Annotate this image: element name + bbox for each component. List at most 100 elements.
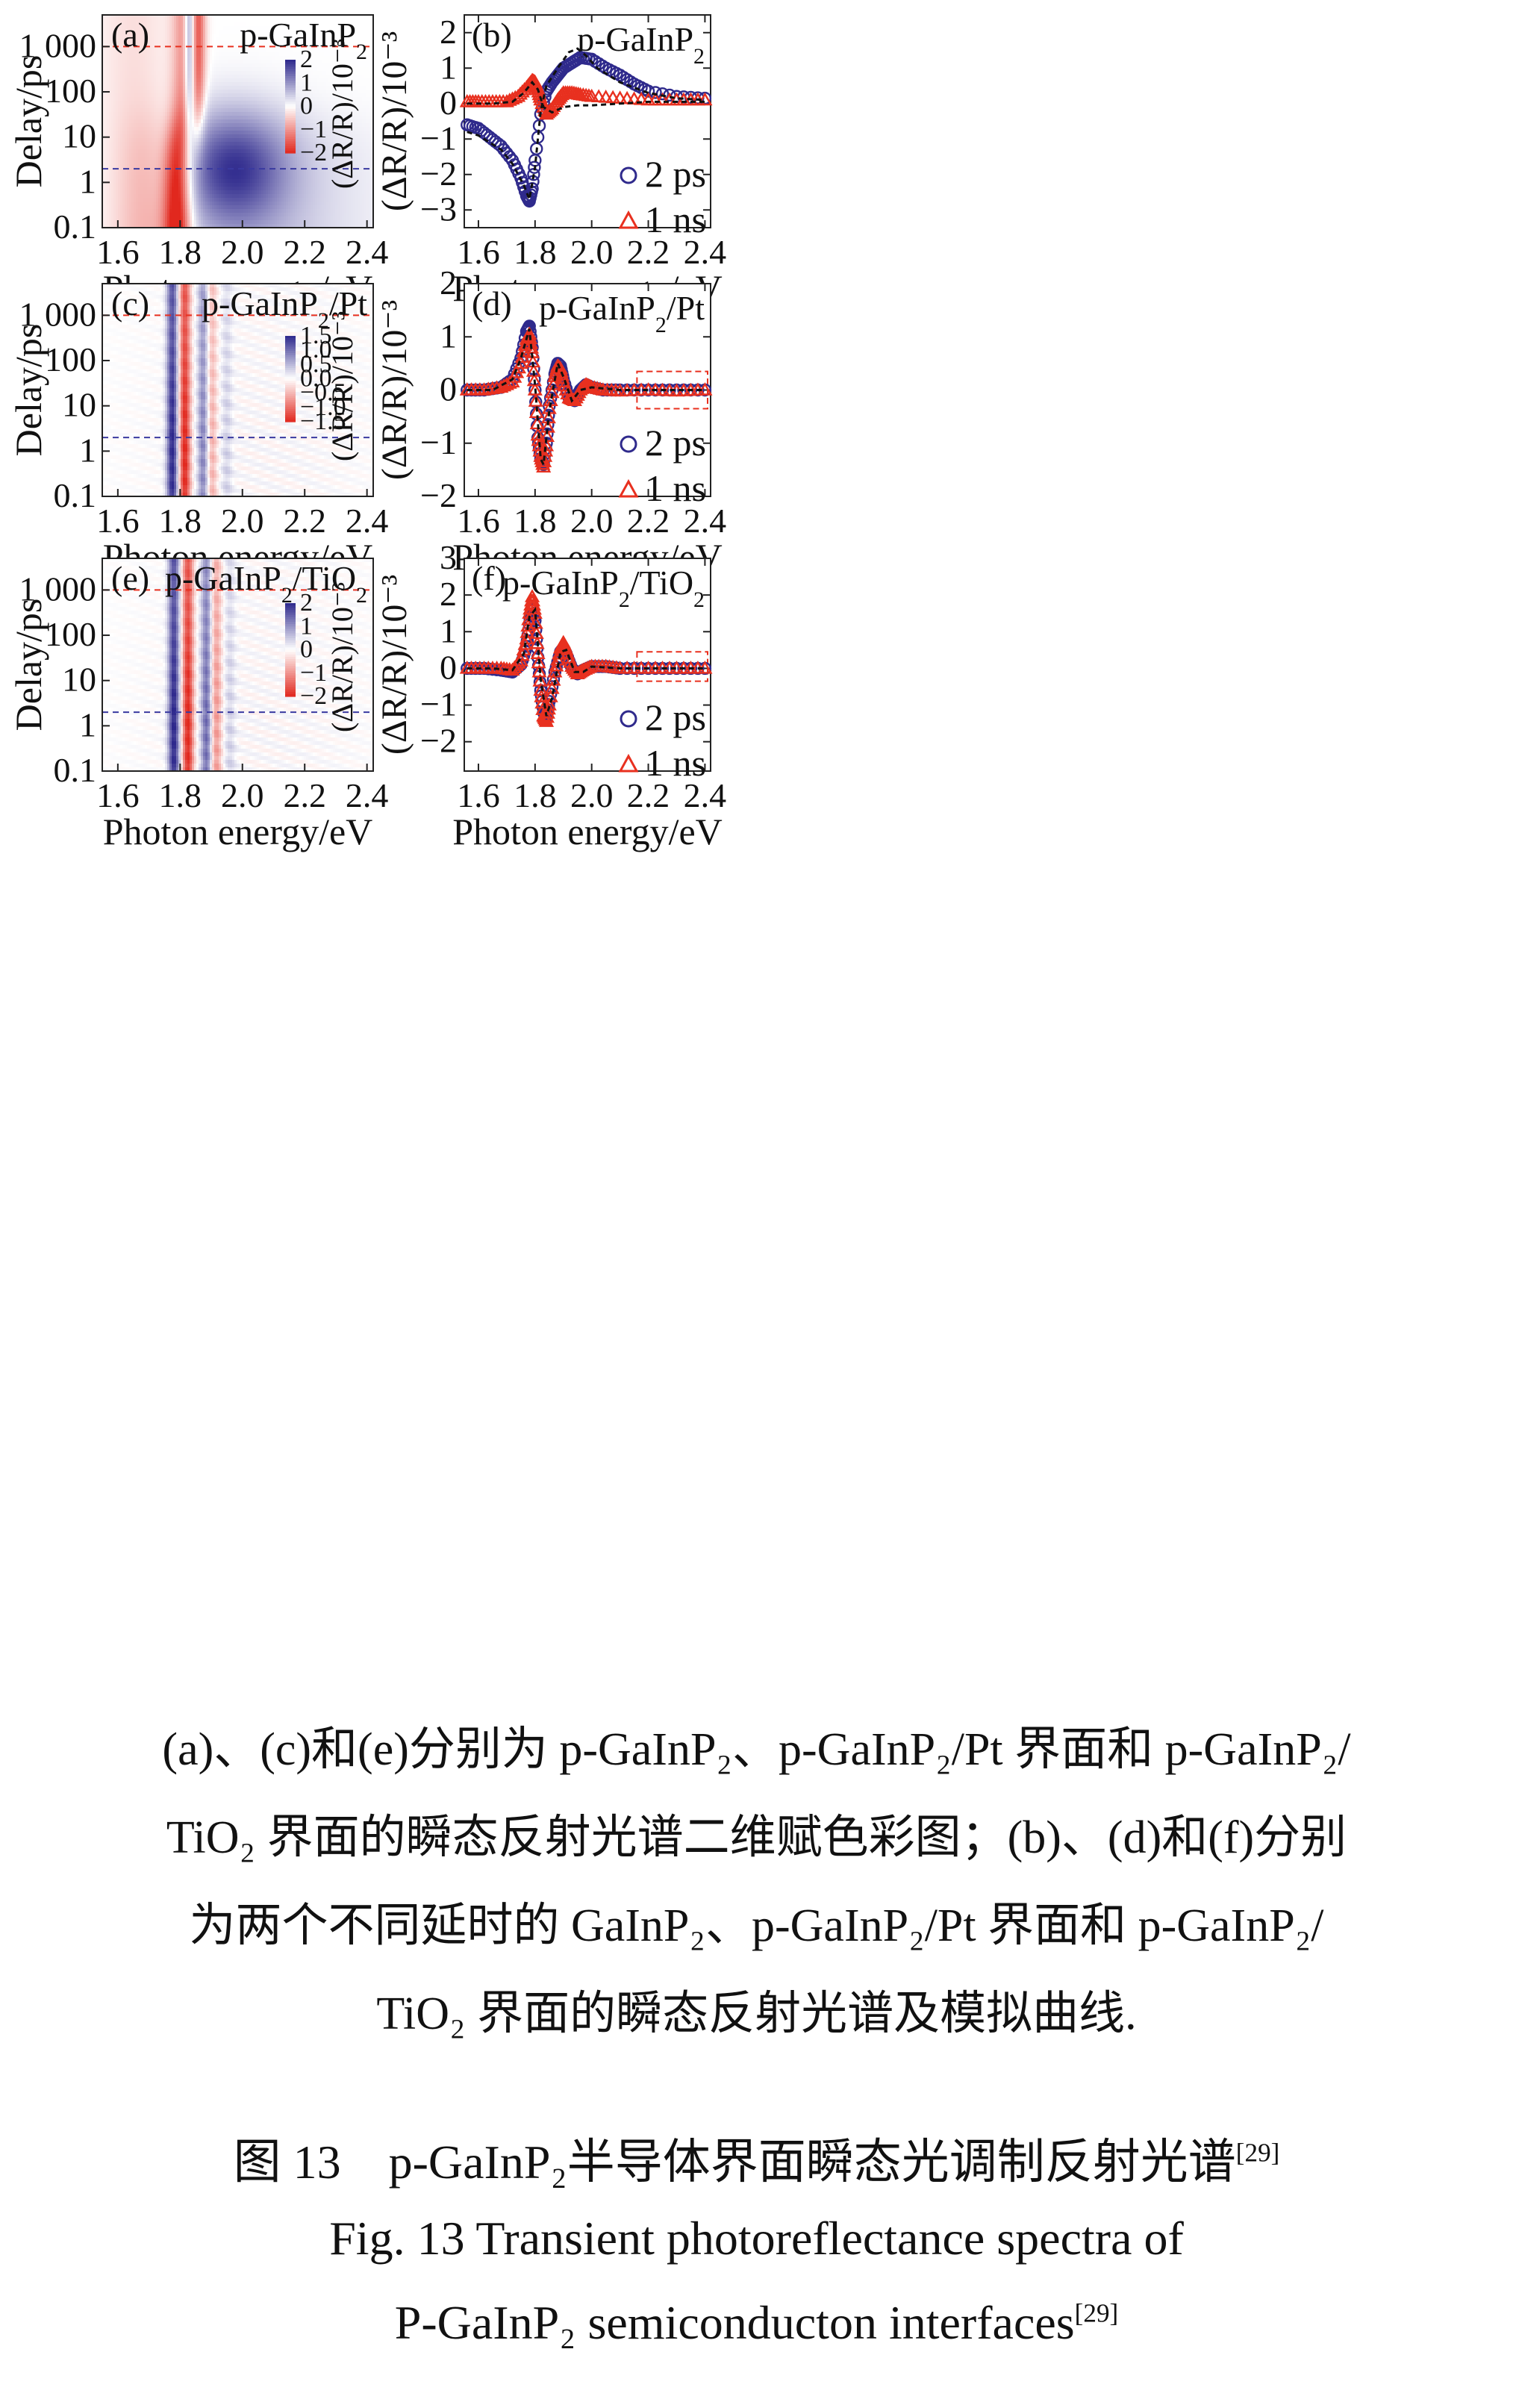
heatmap-cell bbox=[169, 160, 172, 165]
heatmap-cell bbox=[113, 26, 116, 31]
heatmap-cell bbox=[176, 52, 179, 57]
heatmap-cell bbox=[228, 63, 231, 68]
heatmap-cell bbox=[185, 34, 188, 38]
heatmap-cell bbox=[297, 138, 300, 143]
heatmap-cell bbox=[147, 123, 150, 128]
heatmap-cell bbox=[366, 37, 369, 42]
heatmap-cell bbox=[297, 78, 300, 83]
heatmap-cell bbox=[210, 160, 213, 165]
heatmap-cell bbox=[214, 157, 217, 161]
heatmap-cell bbox=[145, 119, 148, 124]
heatmap-cell bbox=[225, 101, 228, 105]
heatmap-cell bbox=[293, 153, 296, 157]
heatmap-cell bbox=[118, 86, 121, 90]
heatmap-cell bbox=[205, 71, 208, 75]
heatmap-cell bbox=[257, 15, 260, 19]
heatmap-cell bbox=[116, 108, 119, 113]
heatmap-cell bbox=[362, 75, 365, 79]
heatmap-cell bbox=[194, 26, 197, 31]
heatmap-cell bbox=[201, 97, 204, 102]
heatmap-cell bbox=[311, 56, 313, 60]
heatmap-cell bbox=[237, 30, 240, 34]
heatmap-cell bbox=[286, 160, 289, 165]
heatmap-cell bbox=[145, 19, 148, 23]
heatmap-cell bbox=[109, 34, 112, 38]
heatmap-cell bbox=[107, 37, 110, 42]
heatmap-cell bbox=[313, 153, 316, 157]
heatmap-cell bbox=[172, 22, 175, 27]
heatmap-cell bbox=[152, 26, 155, 31]
heatmap-cell bbox=[181, 112, 184, 116]
heatmap-cell bbox=[369, 149, 372, 154]
heatmap-cell bbox=[281, 78, 284, 83]
heatmap-cell bbox=[169, 90, 172, 94]
heatmap-cell bbox=[194, 75, 197, 79]
heatmap-cell bbox=[239, 105, 242, 109]
heatmap-cell bbox=[360, 26, 363, 31]
heatmap-cell bbox=[324, 37, 327, 42]
heatmap-cell bbox=[152, 112, 155, 116]
heatmap-cell bbox=[174, 52, 177, 57]
heatmap-cell bbox=[192, 97, 195, 102]
heatmap-cell bbox=[187, 67, 190, 72]
heatmap-cell bbox=[125, 116, 128, 120]
heatmap-cell bbox=[136, 149, 139, 154]
heatmap-cell bbox=[366, 105, 369, 109]
heatmap-cell bbox=[351, 67, 354, 72]
heatmap-cell bbox=[324, 112, 327, 116]
heatmap-cell bbox=[308, 34, 311, 38]
heatmap-cell bbox=[196, 75, 199, 79]
heatmap-cell bbox=[337, 127, 340, 131]
heatmap-cell bbox=[281, 112, 284, 116]
heatmap-cell bbox=[194, 119, 197, 124]
heatmap-cell bbox=[152, 45, 155, 49]
heatmap-cell bbox=[120, 75, 123, 79]
heatmap-cell bbox=[205, 15, 208, 19]
heatmap-cell bbox=[315, 22, 318, 27]
heatmap-cell bbox=[176, 146, 179, 150]
heatmap-cell bbox=[241, 116, 244, 120]
heatmap-cell bbox=[268, 71, 271, 75]
heatmap-cell bbox=[326, 41, 329, 46]
heatmap-cell bbox=[194, 41, 197, 46]
heatmap-cell bbox=[255, 37, 258, 42]
heatmap-cell bbox=[232, 97, 235, 102]
heatmap-cell bbox=[221, 71, 224, 75]
heatmap-cell bbox=[176, 86, 179, 90]
heatmap-cell bbox=[216, 30, 219, 34]
heatmap-cell bbox=[371, 116, 373, 120]
heatmap-cell bbox=[326, 97, 329, 102]
heatmap-cell bbox=[326, 67, 329, 72]
heatmap-cell bbox=[120, 52, 123, 57]
heatmap-cell bbox=[250, 60, 253, 64]
heatmap-cell bbox=[351, 149, 354, 154]
heatmap-cell bbox=[167, 26, 170, 31]
heatmap-cell bbox=[308, 75, 311, 79]
heatmap-cell bbox=[277, 153, 280, 157]
heatmap-cell bbox=[203, 49, 206, 53]
heatmap-cell bbox=[270, 101, 273, 105]
heatmap-cell bbox=[257, 134, 260, 139]
heatmap-cell bbox=[360, 86, 363, 90]
heatmap-cell bbox=[201, 34, 204, 38]
heatmap-cell bbox=[337, 49, 340, 53]
heatmap-cell bbox=[239, 86, 242, 90]
heatmap-cell bbox=[214, 71, 217, 75]
heatmap-cell bbox=[225, 164, 228, 169]
heatmap-cell bbox=[263, 63, 266, 68]
heatmap-cell bbox=[129, 108, 132, 113]
heatmap-cell bbox=[272, 146, 275, 150]
heatmap-cell bbox=[111, 49, 114, 53]
heatmap-cell bbox=[223, 127, 226, 131]
heatmap-cell bbox=[299, 82, 302, 87]
heatmap-cell bbox=[134, 56, 137, 60]
heatmap-cell bbox=[351, 82, 354, 87]
heatmap-cell bbox=[317, 90, 320, 94]
heatmap-cell bbox=[326, 160, 329, 165]
heatmap-cell bbox=[366, 146, 369, 150]
heatmap-cell bbox=[364, 101, 367, 105]
heatmap-cell bbox=[212, 101, 215, 105]
heatmap-cell bbox=[118, 63, 121, 68]
heatmap-cell bbox=[181, 153, 184, 157]
heatmap-cell bbox=[216, 105, 219, 109]
